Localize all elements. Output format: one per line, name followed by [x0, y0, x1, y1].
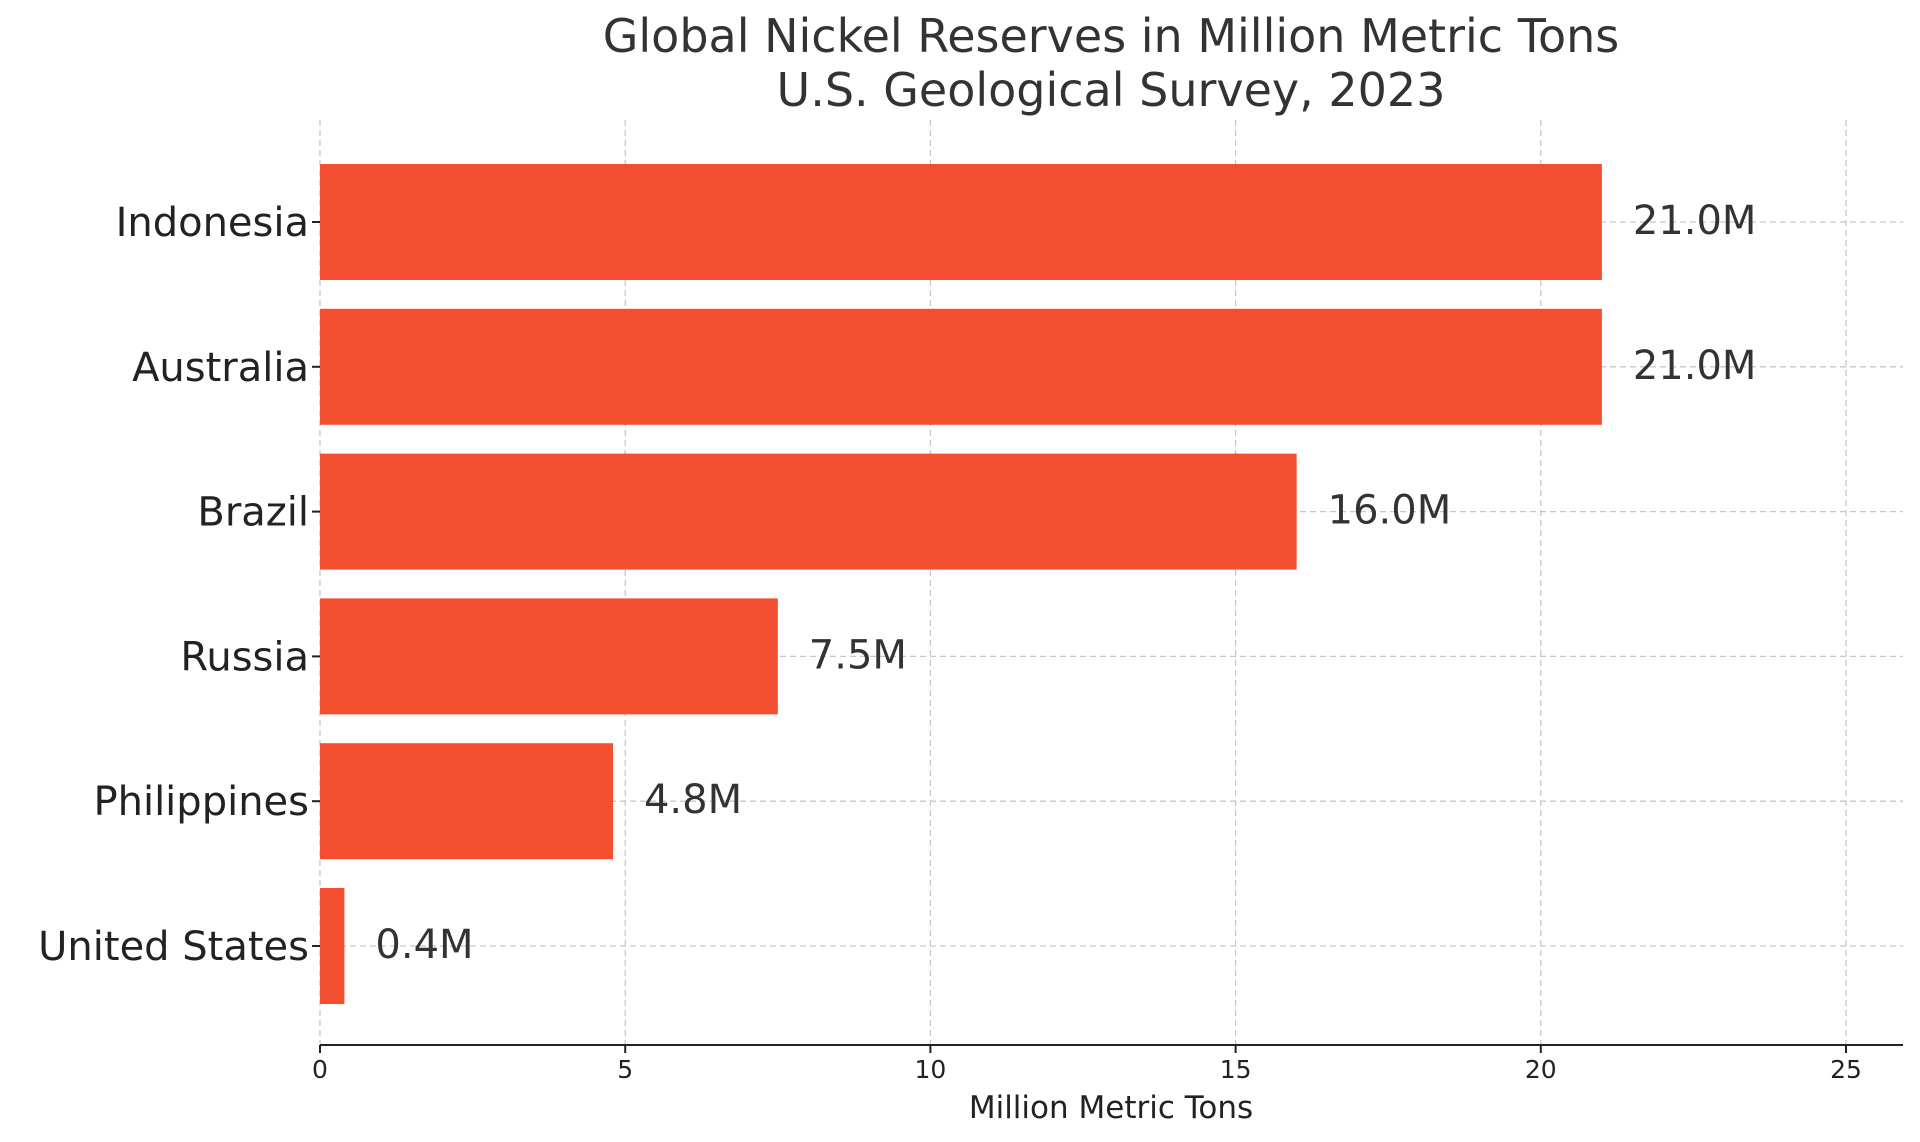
x-tick-label: 10 — [914, 1055, 946, 1084]
x-tick-label: 0 — [312, 1055, 328, 1084]
y-ticks: Indonesia Australia Brazil Russia Philippine… — [38, 200, 320, 970]
category-label: Indonesia — [116, 200, 309, 246]
value-label: 7.5M — [809, 632, 907, 678]
category-label: Russia — [180, 634, 309, 680]
value-label: 21.0M — [1633, 343, 1757, 389]
value-label: 16.0M — [1328, 488, 1452, 534]
category-label: Australia — [132, 345, 309, 391]
bar — [320, 743, 613, 860]
bars — [320, 164, 1602, 1004]
x-ticks: 0 5 10 15 20 25 — [312, 1045, 1862, 1084]
category-label: United States — [38, 924, 309, 970]
x-axis-label: Million Metric Tons — [969, 1090, 1253, 1126]
bar — [320, 598, 778, 715]
value-label: 0.4M — [375, 922, 473, 968]
chart-subtitle: U.S. Geological Survey, 2023 — [777, 63, 1446, 117]
bar — [320, 308, 1602, 425]
category-label: Brazil — [197, 490, 309, 536]
bar — [320, 888, 345, 1004]
chart-title: Global Nickel Reserves in Million Metric… — [603, 9, 1620, 63]
x-tick-label: 5 — [617, 1055, 633, 1084]
x-tick-label: 25 — [1830, 1055, 1862, 1084]
x-tick-label: 20 — [1525, 1055, 1557, 1084]
value-label: 21.0M — [1633, 198, 1757, 244]
bar — [320, 164, 1602, 280]
category-label: Philippines — [93, 779, 309, 825]
value-labels: 21.0M 21.0M 16.0M 7.5M 4.8M 0.4M — [375, 198, 1756, 968]
value-label: 4.8M — [644, 777, 742, 823]
x-tick-label: 15 — [1220, 1055, 1252, 1084]
bar — [320, 453, 1297, 570]
